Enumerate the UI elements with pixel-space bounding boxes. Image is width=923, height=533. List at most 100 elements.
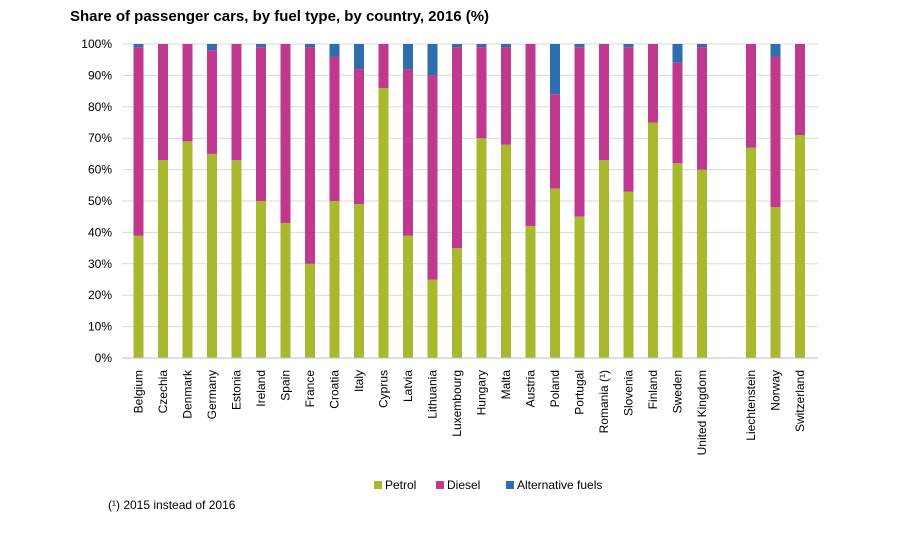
legend-swatch: [506, 481, 514, 489]
bar-segment: [207, 153, 217, 358]
bar-segment: [305, 263, 315, 358]
bar-segment: [403, 69, 413, 236]
bar-segment: [182, 141, 193, 358]
bar-segment: [770, 56, 781, 208]
bar-segment: [378, 87, 389, 359]
footnote: (¹) 2015 instead of 2016: [108, 498, 236, 512]
bar-segment: [501, 144, 511, 358]
x-tick-label: Malta: [499, 370, 513, 400]
bar-segment: [525, 44, 536, 227]
chart-title: Share of passenger cars, by fuel type, b…: [70, 8, 490, 25]
y-tick-label: 80%: [88, 100, 112, 114]
bar-segment: [280, 44, 291, 223]
legend-label: Diesel: [447, 478, 480, 492]
bar-segment: [476, 44, 487, 48]
bar-segment: [256, 44, 266, 48]
bar-segment: [476, 47, 487, 139]
x-tick-label: Latvia: [401, 370, 415, 402]
x-axis-tick-labels: Belgium Czechia Denmark Germany Estonia Irela…: [132, 369, 808, 455]
legend-label: Alternative fuels: [517, 478, 602, 492]
bar-segment: [354, 204, 364, 358]
bar-segment: [452, 44, 462, 48]
bar-segment: [329, 44, 340, 57]
x-tick-label: France: [303, 370, 317, 408]
y-tick-label: 50%: [88, 194, 112, 208]
bar-segment: [231, 160, 242, 358]
bar-segment: [329, 201, 340, 358]
bar-segment: [452, 47, 462, 249]
bar-segment: [550, 188, 560, 358]
x-tick-label: Luxembourg: [450, 370, 464, 437]
bar-segment: [672, 62, 683, 164]
x-tick-label: Ireland: [254, 370, 268, 407]
bar-segment: [697, 169, 707, 358]
x-tick-label: Sweden: [671, 370, 685, 413]
x-tick-label: Liechtenstein: [744, 370, 758, 441]
x-tick-label: Spain: [279, 370, 293, 401]
x-tick-label: Norway: [769, 370, 783, 411]
x-tick-label: Czechia: [156, 370, 170, 414]
x-tick-label: Germany: [205, 370, 219, 419]
bar-segment: [256, 201, 266, 358]
bar-segment: [280, 222, 291, 358]
bar-segment: [427, 75, 438, 280]
x-tick-label: Cyprus: [377, 370, 391, 408]
bar-segment: [305, 44, 315, 48]
bar-segment: [770, 44, 781, 57]
gridlines: [122, 43, 818, 328]
x-tick-label: Belgium: [132, 370, 146, 413]
bar-segment: [574, 47, 585, 217]
bar-segment: [574, 216, 585, 358]
bar-segment: [182, 44, 193, 142]
bar-segment: [133, 47, 144, 236]
bar-segment: [133, 235, 144, 358]
bar-segment: [501, 47, 511, 145]
x-tick-label: Denmark: [181, 369, 195, 419]
bar-segment: [476, 138, 487, 358]
x-tick-label: Portugal: [573, 370, 587, 415]
bars: [133, 44, 805, 359]
bar-segment: [770, 207, 781, 358]
bar-segment: [550, 94, 560, 189]
x-tick-label: United Kingdom: [695, 370, 709, 455]
bar-segment: [452, 248, 462, 358]
x-tick-label: Finland: [646, 370, 660, 409]
x-tick-label: Italy: [352, 370, 366, 392]
bar-segment: [648, 44, 658, 123]
legend: Petrol Diesel Alternative fuels: [374, 478, 602, 492]
x-tick-label: Estonia: [230, 370, 244, 410]
bar-segment: [648, 122, 658, 358]
legend-swatch: [374, 481, 382, 489]
bar-segment: [133, 44, 144, 48]
bar-segment: [305, 47, 315, 264]
bar-segment: [501, 44, 511, 48]
x-tick-label: Romania (¹): [597, 370, 611, 433]
bar-segment: [207, 44, 217, 51]
bar-segment: [550, 44, 560, 95]
bar-segment: [746, 44, 756, 148]
bar-segment: [746, 147, 756, 358]
bar-segment: [697, 47, 707, 170]
bar-segment: [623, 47, 634, 192]
x-tick-label: Slovenia: [622, 370, 636, 416]
bar-segment: [158, 160, 168, 358]
x-tick-label: Poland: [548, 370, 562, 407]
x-tick-label: Lithuania: [426, 370, 440, 419]
bar-segment: [599, 44, 609, 161]
bar-segment: [672, 44, 683, 63]
bar-segment: [403, 235, 413, 358]
bar-segment: [354, 69, 364, 205]
y-axis-tick-labels: 0% 10% 20% 30% 40% 50% 60% 70% 80% 90% 100%: [81, 37, 112, 365]
y-tick-label: 40%: [88, 225, 112, 239]
bar-segment: [623, 191, 634, 358]
x-tick-label: Switzerland: [793, 370, 807, 432]
y-tick-label: 0%: [95, 351, 113, 365]
bar-segment: [378, 44, 389, 88]
bar-segment: [574, 44, 585, 48]
y-tick-label: 60%: [88, 163, 112, 177]
bar-segment: [525, 226, 536, 358]
y-tick-label: 70%: [88, 131, 112, 145]
y-tick-label: 10%: [88, 320, 112, 334]
bar-segment: [672, 163, 683, 358]
